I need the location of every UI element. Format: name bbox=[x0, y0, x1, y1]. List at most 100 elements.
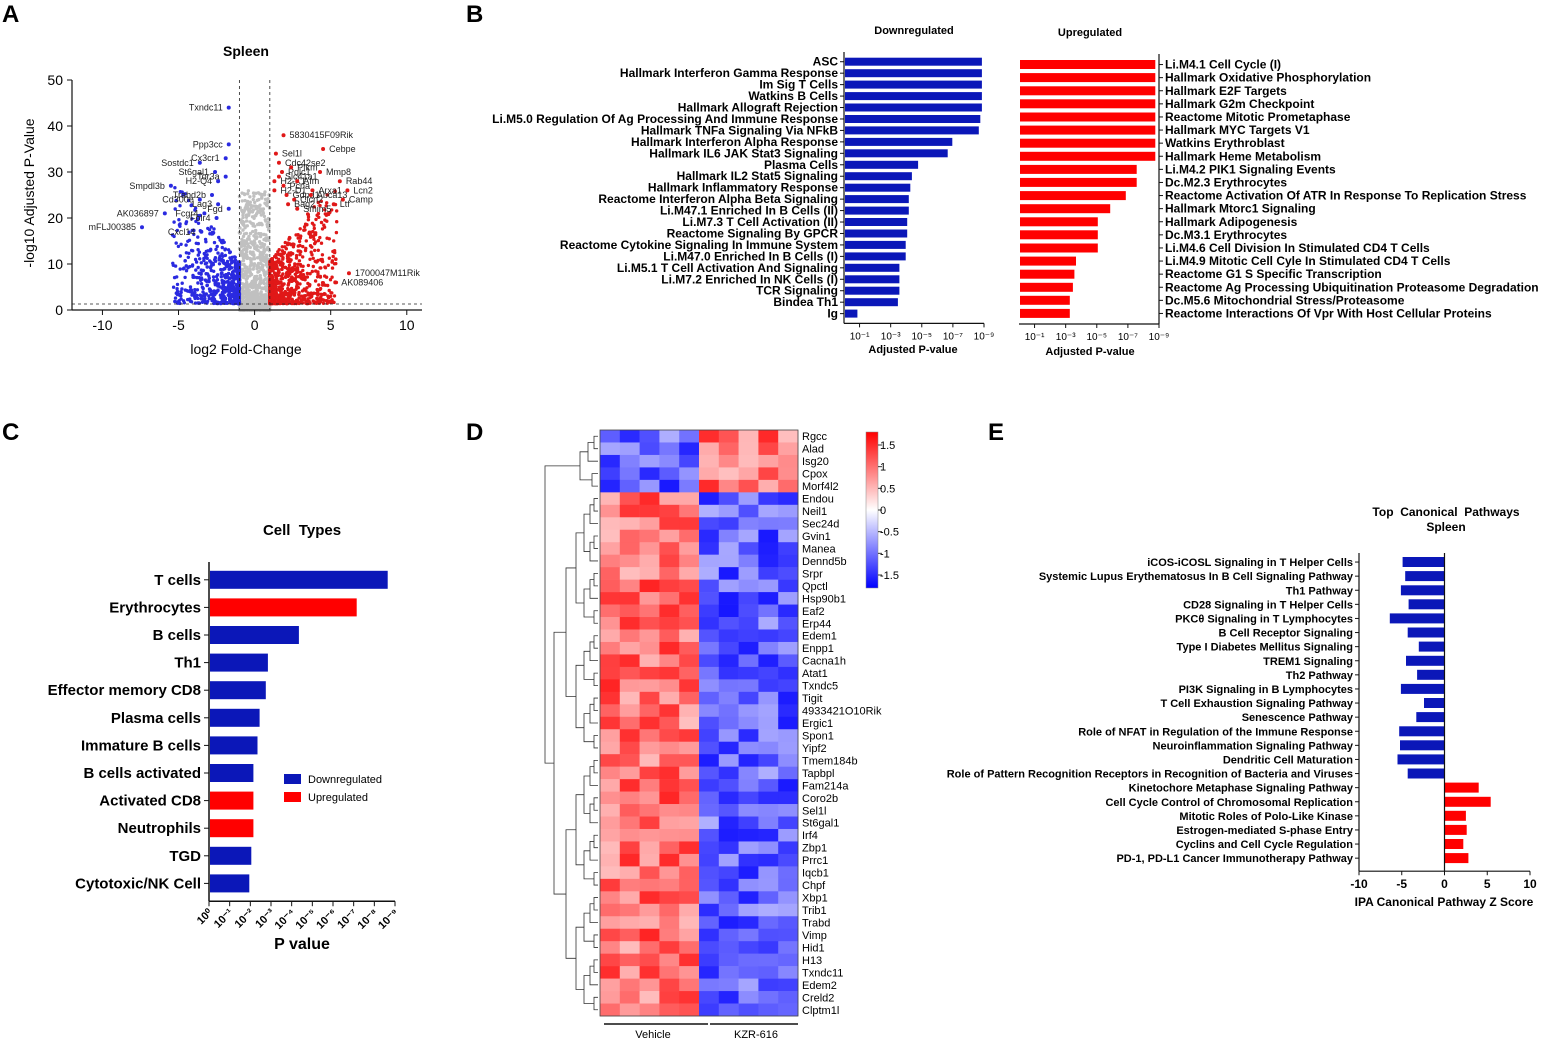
volcano-point bbox=[308, 272, 312, 276]
volcano-point bbox=[218, 254, 222, 259]
volcano-point bbox=[317, 215, 321, 219]
heatmap-cell bbox=[778, 729, 799, 742]
heatmap-gene-label: Tapbpl bbox=[802, 768, 834, 780]
heatmap-cell bbox=[639, 878, 660, 892]
volcano-point bbox=[194, 260, 199, 264]
heatmap-cell bbox=[738, 567, 759, 580]
volcano-point bbox=[178, 254, 182, 258]
heatmap-cell bbox=[619, 579, 640, 593]
volcano-point bbox=[316, 248, 320, 252]
volcano-point bbox=[261, 263, 265, 267]
heatmap-cell bbox=[699, 666, 720, 680]
volcano-point bbox=[298, 282, 302, 286]
heatmap-cell bbox=[738, 592, 759, 605]
heatmap-cell bbox=[699, 903, 720, 917]
volcano-point bbox=[200, 295, 204, 299]
heatmap-cell bbox=[778, 841, 799, 855]
volcano-point bbox=[259, 276, 263, 280]
heatmap-cell bbox=[738, 978, 759, 992]
volcano-point bbox=[254, 231, 258, 236]
volcano-point bbox=[180, 287, 184, 291]
volcano-point bbox=[186, 255, 190, 259]
volcano-point bbox=[212, 289, 216, 293]
colorbar-tick-label: -1 bbox=[880, 548, 890, 560]
volcano-point bbox=[211, 275, 216, 279]
heatmap-cell bbox=[659, 691, 680, 705]
heatmap-gene-label: Irf4 bbox=[802, 830, 818, 842]
volcano-gene-label: Sostdc1 bbox=[161, 158, 194, 168]
heatmap-cell bbox=[600, 804, 621, 817]
enrichment-bar bbox=[1020, 230, 1098, 240]
heatmap-gene-label: Vimp bbox=[802, 930, 827, 942]
volcano-point bbox=[249, 272, 254, 277]
heatmap-cell bbox=[758, 716, 779, 730]
heatmap-cell bbox=[619, 828, 640, 842]
heatmap-cell bbox=[699, 517, 720, 531]
heatmap-cell bbox=[679, 542, 700, 555]
enrichment-category-label: Li.M4.6 Cell Division In Stimulated CD4 … bbox=[1165, 241, 1430, 255]
volcano-point bbox=[190, 293, 194, 297]
dendrogram-branch bbox=[593, 897, 598, 911]
volcano-point bbox=[248, 220, 252, 224]
heatmap-cell bbox=[718, 878, 739, 892]
heatmap-cell bbox=[738, 754, 759, 767]
volcano-point bbox=[182, 266, 186, 270]
heatmap-cell bbox=[659, 716, 680, 730]
volcano-axes: -10 -5 0 5 10 0 10 20 30 40 50 bbox=[47, 72, 422, 333]
volcano-point bbox=[184, 269, 189, 273]
enrichment-category-label: Reactome Ag Processing Ubiquitination Pr… bbox=[1165, 280, 1539, 294]
enrichment-bar bbox=[845, 92, 982, 101]
volcano-labeled-point bbox=[284, 193, 289, 197]
enrichment-bar bbox=[845, 80, 982, 89]
enrichment-category-label: Reactome G1 S Specific Transcription bbox=[1165, 267, 1382, 281]
volcano-labeled-point bbox=[321, 147, 326, 151]
volcano-point bbox=[230, 261, 234, 265]
heatmap-cell bbox=[619, 479, 640, 493]
heatmap-cell bbox=[619, 966, 640, 979]
heatmap-cell bbox=[600, 479, 621, 493]
heatmap-cell bbox=[699, 791, 720, 805]
heatmap-cell bbox=[758, 754, 779, 767]
heatmap-cell bbox=[600, 766, 621, 780]
heatmap-cell bbox=[699, 430, 720, 443]
heatmap-cell bbox=[639, 592, 660, 605]
heatmap-cell bbox=[778, 816, 799, 830]
heatmap-cell bbox=[718, 928, 739, 942]
volcano-gene-label: AK036897 bbox=[117, 208, 159, 218]
dendrogram-branch bbox=[593, 672, 598, 686]
heatmap-cell bbox=[699, 928, 720, 942]
heatmap-gene-label: Hid1 bbox=[802, 942, 825, 954]
volcano-point bbox=[298, 273, 303, 277]
heatmap-cell bbox=[619, 454, 640, 468]
heatmap-cell bbox=[758, 928, 779, 942]
heatmap-cell bbox=[659, 754, 680, 767]
heatmap-cell bbox=[778, 467, 799, 481]
volcano-point bbox=[201, 286, 205, 291]
volcano-gene-label: Camp bbox=[349, 195, 373, 205]
heatmap-cell bbox=[758, 479, 779, 493]
heatmap-cell bbox=[600, 542, 621, 555]
volcano-point bbox=[316, 238, 321, 243]
enrichment-category-label: Reactome Signaling By GPCR bbox=[667, 226, 839, 240]
volcano-point bbox=[309, 250, 313, 254]
heatmap-cell bbox=[699, 592, 720, 605]
heatmap-gene-label: Gvin1 bbox=[802, 531, 831, 543]
cell-type-bar bbox=[210, 846, 252, 865]
volcano-point bbox=[178, 267, 182, 271]
heatmap-cell bbox=[639, 841, 660, 855]
down-x-axis-label: Adjusted P-value bbox=[868, 344, 957, 356]
volcano-gene-label: Mmp8 bbox=[326, 167, 351, 177]
enrichment-bar bbox=[1020, 204, 1111, 214]
heatmap-cell bbox=[738, 928, 759, 942]
volcano-point bbox=[251, 208, 256, 212]
volcano-point bbox=[196, 214, 200, 218]
volcano-point bbox=[251, 229, 255, 234]
heatmap-cell bbox=[738, 666, 759, 680]
volcano-point bbox=[245, 224, 249, 228]
heatmap-cell bbox=[659, 467, 680, 481]
volcano-gene-label: Smim5 bbox=[303, 204, 331, 214]
pathway-bar bbox=[1407, 627, 1445, 638]
heatmap-cell bbox=[619, 866, 640, 880]
enrichment-category-label: Hallmark IL6 JAK Stat3 Signaling bbox=[649, 146, 838, 160]
heatmap-cell bbox=[619, 567, 640, 580]
